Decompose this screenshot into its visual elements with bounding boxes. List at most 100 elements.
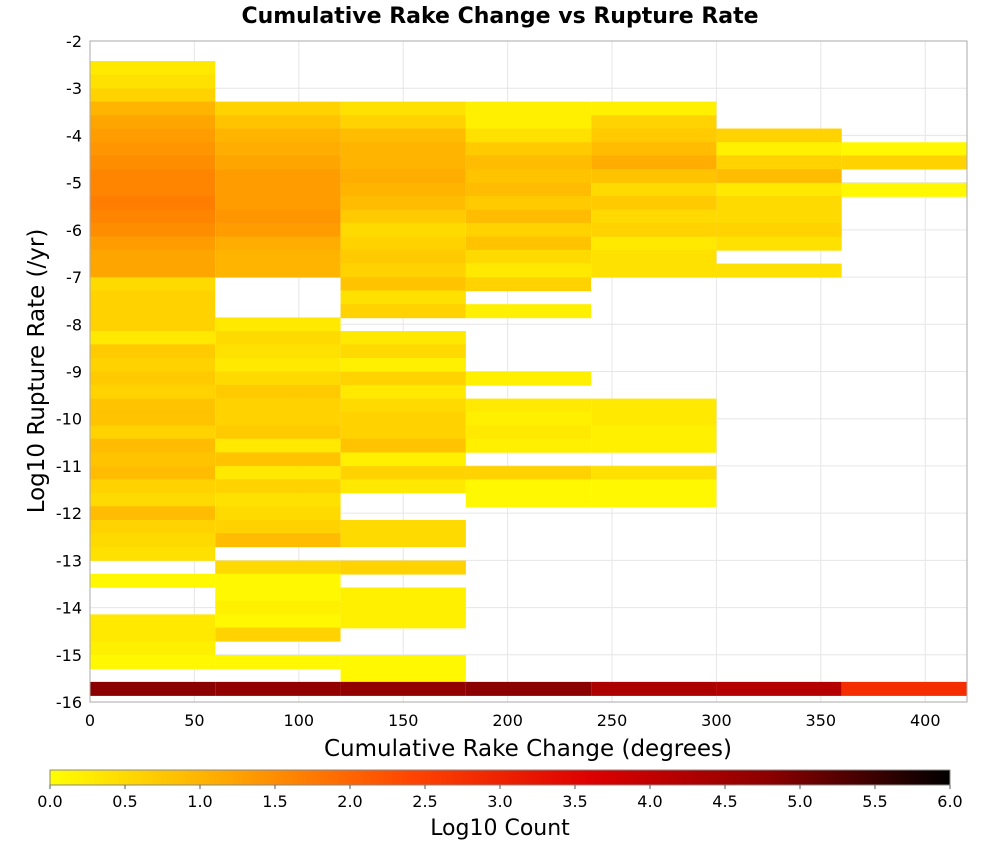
- heatmap-cell: [215, 438, 341, 453]
- heatmap-cell: [465, 466, 592, 481]
- heatmap-cell: [215, 411, 341, 426]
- heatmap-cell: [215, 519, 341, 534]
- heatmap-cell: [465, 398, 592, 413]
- heatmap-cell: [591, 101, 717, 116]
- heatmap-cell: [90, 654, 216, 669]
- heatmap-cell: [591, 479, 717, 494]
- heatmap-cell: [215, 155, 341, 170]
- heatmap-cell: [591, 128, 717, 143]
- heatmap-cell: [215, 249, 341, 264]
- heatmap-cell: [90, 452, 216, 467]
- y-tick-label: -11: [56, 457, 82, 476]
- heatmap-cell: [591, 466, 717, 481]
- plot-area: [89, 40, 968, 703]
- heatmap-cell: [340, 411, 466, 426]
- heatmap-cell: [340, 614, 466, 629]
- heatmap-cell: [465, 196, 592, 211]
- heatmap-cell: [90, 573, 216, 588]
- heatmap-cell: [90, 627, 216, 642]
- heatmap-cell: [90, 209, 216, 224]
- heatmap-cell: [215, 533, 341, 548]
- heatmap-cell: [90, 614, 216, 629]
- heatmap-cell: [591, 182, 717, 197]
- heatmap-cell: [465, 128, 592, 143]
- colorbar-tick-label: 4.0: [637, 792, 662, 811]
- heatmap-cell: [90, 74, 216, 89]
- colorbar-tick-label: 3.5: [562, 792, 587, 811]
- y-axis-ticks: -2 -3 -4 -5 -6 -7 -8 -9 -10 -11 -12 -13 -14 -15 -16: [56, 32, 82, 712]
- heatmap-cell: [90, 641, 216, 656]
- heatmap-cell: [215, 236, 341, 251]
- heatmap-cell: [465, 115, 592, 130]
- heatmap-cell: [90, 411, 216, 426]
- heatmap-cell: [841, 155, 967, 170]
- colorbar-tick-label: 5.0: [787, 792, 812, 811]
- y-tick-label: -8: [66, 315, 82, 334]
- heatmap-cell: [340, 101, 466, 116]
- x-tick-label: 0: [85, 711, 95, 730]
- x-tick-label: 250: [597, 711, 628, 730]
- heatmap-cell: [591, 425, 717, 440]
- heatmap-cell: [591, 222, 717, 237]
- heatmap-cell: [340, 222, 466, 237]
- heatmap-cell: [340, 331, 466, 346]
- heatmap-cell: [215, 209, 341, 224]
- heatmap-cell: [465, 101, 592, 116]
- colorbar-tick-label: 0.5: [112, 792, 137, 811]
- y-tick-label: -10: [56, 410, 82, 429]
- chart-title: Cumulative Rake Change vs Rupture Rate: [241, 4, 758, 29]
- heatmap-cell: [465, 169, 592, 184]
- heatmap-cell: [90, 155, 216, 170]
- heatmap-cell: [340, 425, 466, 440]
- heatmap-cell: [90, 438, 216, 453]
- colorbar-tick-label: 0.0: [37, 792, 62, 811]
- heatmap-cell: [215, 681, 341, 696]
- heatmap-cell: [90, 88, 216, 103]
- y-tick-label: -5: [66, 174, 82, 193]
- y-tick-label: -16: [56, 693, 82, 712]
- heatmap-cell: [716, 142, 842, 157]
- y-tick-label: -7: [66, 268, 82, 287]
- colorbar-tick-label: 4.5: [712, 792, 737, 811]
- heatmap-cell: [90, 236, 216, 251]
- heatmap-cell: [90, 142, 216, 157]
- heatmap-cell: [340, 587, 466, 602]
- heatmap-cell: [90, 546, 216, 561]
- x-axis-label: Cumulative Rake Change (degrees): [324, 736, 732, 762]
- heatmap-cell: [340, 452, 466, 467]
- heatmap-cell: [716, 263, 842, 278]
- colorbar: [49, 769, 951, 786]
- heatmap-cell: [465, 142, 592, 157]
- heatmap-cell: [215, 452, 341, 467]
- heatmap-cell: [340, 182, 466, 197]
- heatmap-cell: [215, 600, 341, 615]
- heatmap-cell: [90, 331, 216, 346]
- heatmap-cell: [591, 249, 717, 264]
- heatmap-cell: [90, 344, 216, 359]
- heatmap-cell: [215, 560, 341, 575]
- y-tick-label: -3: [66, 79, 82, 98]
- heatmap-cell: [841, 182, 967, 197]
- colorbar-tick-label: 2.0: [337, 792, 362, 811]
- heatmap-cell: [591, 236, 717, 251]
- heatmap-cell: [215, 101, 341, 116]
- heatmap-cell: [340, 668, 466, 683]
- heatmap-cell: [215, 142, 341, 157]
- heatmap-cell: [465, 371, 592, 386]
- heatmap-cell: [716, 222, 842, 237]
- heatmap-cell: [90, 196, 216, 211]
- heatmap-cell: [215, 627, 341, 642]
- y-tick-label: -14: [56, 599, 82, 618]
- heatmap-cell: [340, 263, 466, 278]
- y-tick-label: -9: [66, 363, 82, 382]
- heatmap-cell: [340, 344, 466, 359]
- heatmap-cells: [90, 61, 967, 696]
- heatmap-cell: [215, 357, 341, 372]
- heatmap-cell: [591, 142, 717, 157]
- heatmap-cell: [716, 169, 842, 184]
- heatmap-cell: [90, 182, 216, 197]
- heatmap-cell: [215, 425, 341, 440]
- heatmap-cell: [215, 466, 341, 481]
- x-tick-label: 350: [806, 711, 837, 730]
- heatmap-cell: [340, 479, 466, 494]
